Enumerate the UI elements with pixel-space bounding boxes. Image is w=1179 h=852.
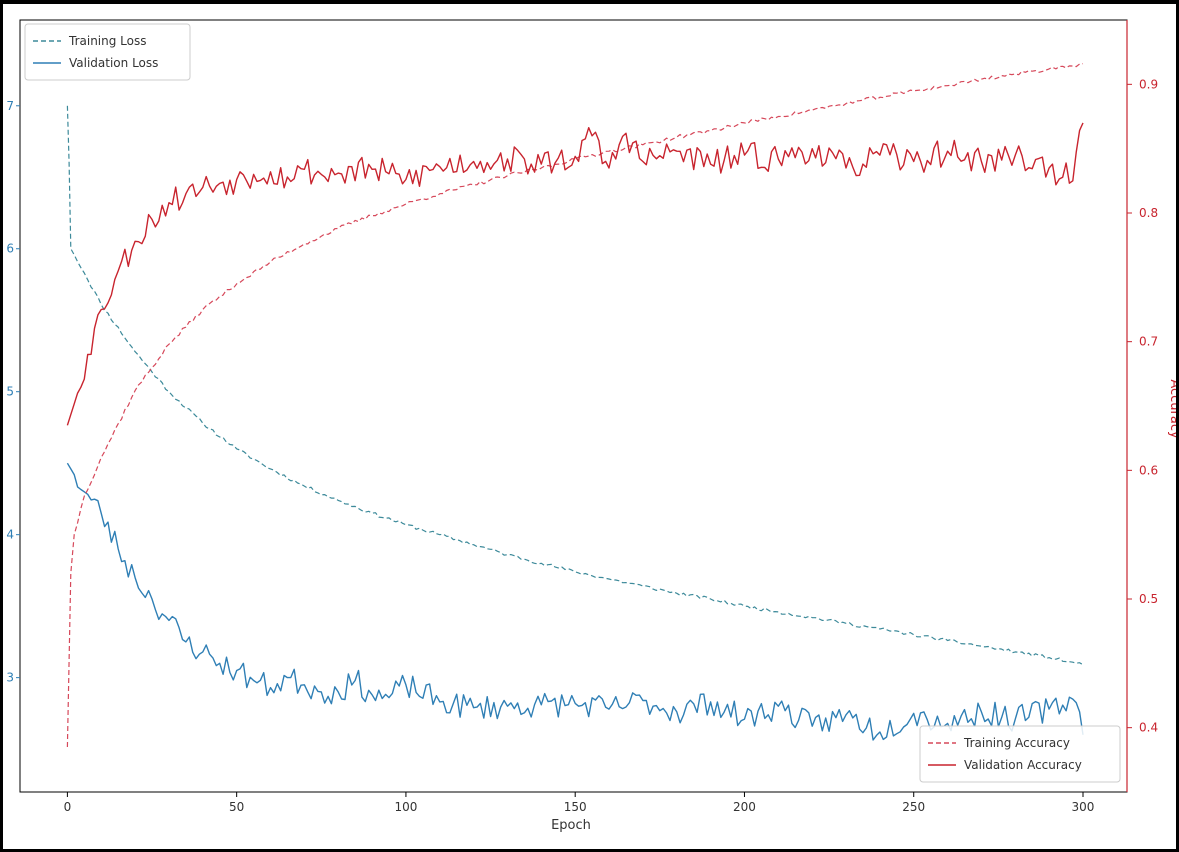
- legend-box: [919, 725, 1121, 783]
- legend-label: Validation Loss: [69, 56, 158, 70]
- x-tick-label: 100: [394, 800, 417, 814]
- y-right-tick-label: 0.9: [1139, 77, 1158, 91]
- x-tick-label: 200: [733, 800, 756, 814]
- legend-label: Validation Accuracy: [964, 758, 1082, 772]
- series-line-validation-accuracy: [66, 122, 1084, 426]
- y-right-tick-label: 0.4: [1139, 721, 1158, 735]
- legend-label: Training Accuracy: [963, 736, 1070, 750]
- axes-layer: 0 50 100 150 200 250 300 3 4 5 6 7 0.4 0.5 0.6 0.7 0.8 0.…: [6, 20, 1158, 814]
- y-right-tick-label: 0.7: [1139, 335, 1158, 349]
- y-right-tick-label: 0.8: [1139, 206, 1158, 220]
- series-layer: [66, 63, 1084, 748]
- legend-loss: Training Loss Validation Loss: [24, 23, 191, 81]
- x-tick-label: 250: [902, 800, 925, 814]
- chart-frame: 0 50 100 150 200 250 300 3 4 5 6 7 0.4 0.5 0.6 0.7 0.8 0.…: [3, 4, 1176, 849]
- y-left-tick-label: 5: [6, 385, 14, 399]
- x-tick-label: 50: [229, 800, 244, 814]
- y-left-tick-label: 4: [6, 528, 14, 542]
- x-tick-label: 300: [1072, 800, 1095, 814]
- series-line-validation-loss: [66, 462, 1084, 741]
- dual-axis-line-chart: 0 50 100 150 200 250 300 3 4 5 6 7 0.4 0.5 0.6 0.7 0.8 0.…: [6, 19, 1176, 833]
- legend-label: Training Loss: [68, 34, 146, 48]
- y-left-tick-label: 7: [6, 99, 14, 113]
- x-tick-label: 150: [564, 800, 587, 814]
- legend-box: [24, 23, 191, 81]
- y-axis-right-label: Accuracy: [1167, 379, 1176, 439]
- y-left-tick-label: 3: [6, 671, 14, 685]
- y-right-tick-label: 0.5: [1139, 592, 1158, 606]
- y-left-tick-label: 6: [6, 242, 14, 256]
- legend-accuracy: Training Accuracy Validation Accuracy: [919, 725, 1121, 783]
- x-tick-label: 0: [64, 800, 72, 814]
- series-line-training-accuracy: [66, 63, 1084, 748]
- plot-area: [19, 19, 1128, 793]
- y-right-tick-label: 0.6: [1139, 463, 1158, 477]
- x-axis-label: Epoch: [551, 818, 591, 833]
- series-line-training-loss: [66, 105, 1084, 666]
